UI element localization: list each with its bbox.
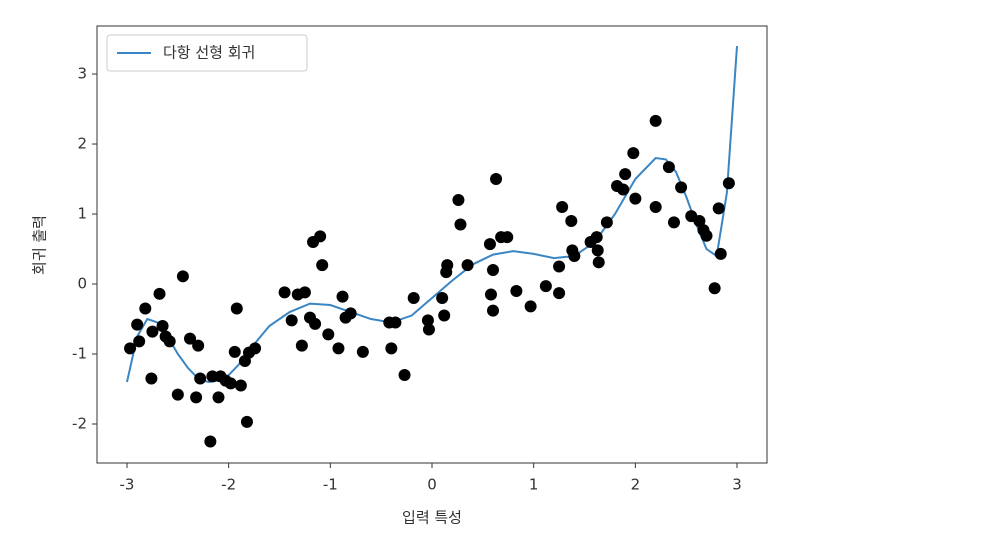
data-point <box>590 231 603 244</box>
data-point <box>627 147 640 160</box>
data-point <box>133 335 146 348</box>
data-point <box>190 391 203 404</box>
y-tick-label: 1 <box>77 205 87 223</box>
data-point <box>356 345 369 358</box>
data-point <box>234 379 247 392</box>
data-point <box>344 307 357 320</box>
data-point <box>124 342 137 355</box>
data-point <box>712 202 725 215</box>
data-point <box>139 302 152 315</box>
data-point <box>228 345 241 358</box>
legend-label: 다항 선형 회귀 <box>163 44 255 62</box>
data-point <box>510 285 523 298</box>
x-tick-label: 1 <box>529 476 539 494</box>
data-point <box>501 231 514 244</box>
x-tick-label: -1 <box>323 476 338 494</box>
data-point <box>285 314 298 327</box>
data-point <box>385 342 398 355</box>
data-point <box>240 415 253 428</box>
data-point <box>722 177 735 190</box>
x-tick-label: 3 <box>732 476 742 494</box>
x-tick-label: -2 <box>221 476 236 494</box>
data-point <box>693 215 706 228</box>
data-point <box>145 372 158 385</box>
data-point <box>407 292 420 305</box>
data-point <box>617 183 630 196</box>
legend-box <box>106 34 308 72</box>
data-point <box>649 201 662 214</box>
data-point <box>156 320 169 333</box>
data-point <box>332 342 345 355</box>
data-point <box>322 328 335 341</box>
data-point <box>700 229 713 242</box>
data-point <box>298 286 311 299</box>
data-point <box>629 192 642 205</box>
data-point <box>484 288 497 301</box>
data-point <box>454 218 467 231</box>
data-point <box>163 335 176 348</box>
data-point <box>591 244 604 257</box>
y-tick-label: 0 <box>77 275 87 293</box>
data-point <box>295 339 308 352</box>
data-point <box>153 287 166 300</box>
y-tick-label: -1 <box>72 345 87 363</box>
data-point <box>675 181 688 194</box>
data-point <box>487 304 500 317</box>
data-point <box>568 250 581 263</box>
data-point <box>461 259 474 272</box>
data-point <box>212 391 225 404</box>
data-point <box>553 287 566 300</box>
x-tick-label: -3 <box>120 476 135 494</box>
data-point <box>194 372 207 385</box>
data-point <box>224 377 237 390</box>
data-point <box>316 259 329 272</box>
y-tick-label: 3 <box>77 65 87 83</box>
data-point <box>192 339 205 352</box>
data-point <box>452 194 465 207</box>
data-point <box>487 264 500 277</box>
data-point <box>131 318 144 331</box>
data-point <box>539 280 552 293</box>
y-tick-label: 2 <box>77 135 87 153</box>
data-point <box>565 215 578 228</box>
data-point <box>441 259 454 272</box>
y-axis-label: 회귀 출력 <box>31 215 49 275</box>
x-axis-label: 입력 특성 <box>402 509 462 527</box>
data-point <box>230 302 243 315</box>
data-point <box>553 260 566 273</box>
data-point <box>490 173 503 186</box>
data-point <box>309 317 322 330</box>
data-point <box>389 316 402 329</box>
data-point <box>600 216 613 229</box>
data-point <box>708 282 721 295</box>
data-point <box>436 292 449 305</box>
data-point <box>619 168 632 181</box>
data-point <box>398 369 411 382</box>
data-point <box>667 216 680 229</box>
data-point <box>184 332 197 345</box>
x-tick-label: 0 <box>427 476 437 494</box>
data-point <box>146 325 159 338</box>
data-point <box>421 314 434 327</box>
data-point <box>524 300 537 313</box>
y-tick-label: -2 <box>72 415 87 433</box>
data-point <box>278 286 291 299</box>
data-point <box>649 114 662 127</box>
data-point <box>249 342 262 355</box>
data-point <box>662 161 675 174</box>
data-point <box>556 201 569 214</box>
x-tick-label: 2 <box>631 476 641 494</box>
data-point <box>483 238 496 251</box>
data-point <box>438 309 451 322</box>
data-point <box>592 256 605 269</box>
data-point <box>314 230 327 243</box>
data-point <box>422 323 435 336</box>
data-point <box>714 247 727 260</box>
data-point <box>176 270 189 283</box>
data-point <box>336 290 349 303</box>
data-point <box>204 435 217 448</box>
data-point <box>171 388 184 401</box>
